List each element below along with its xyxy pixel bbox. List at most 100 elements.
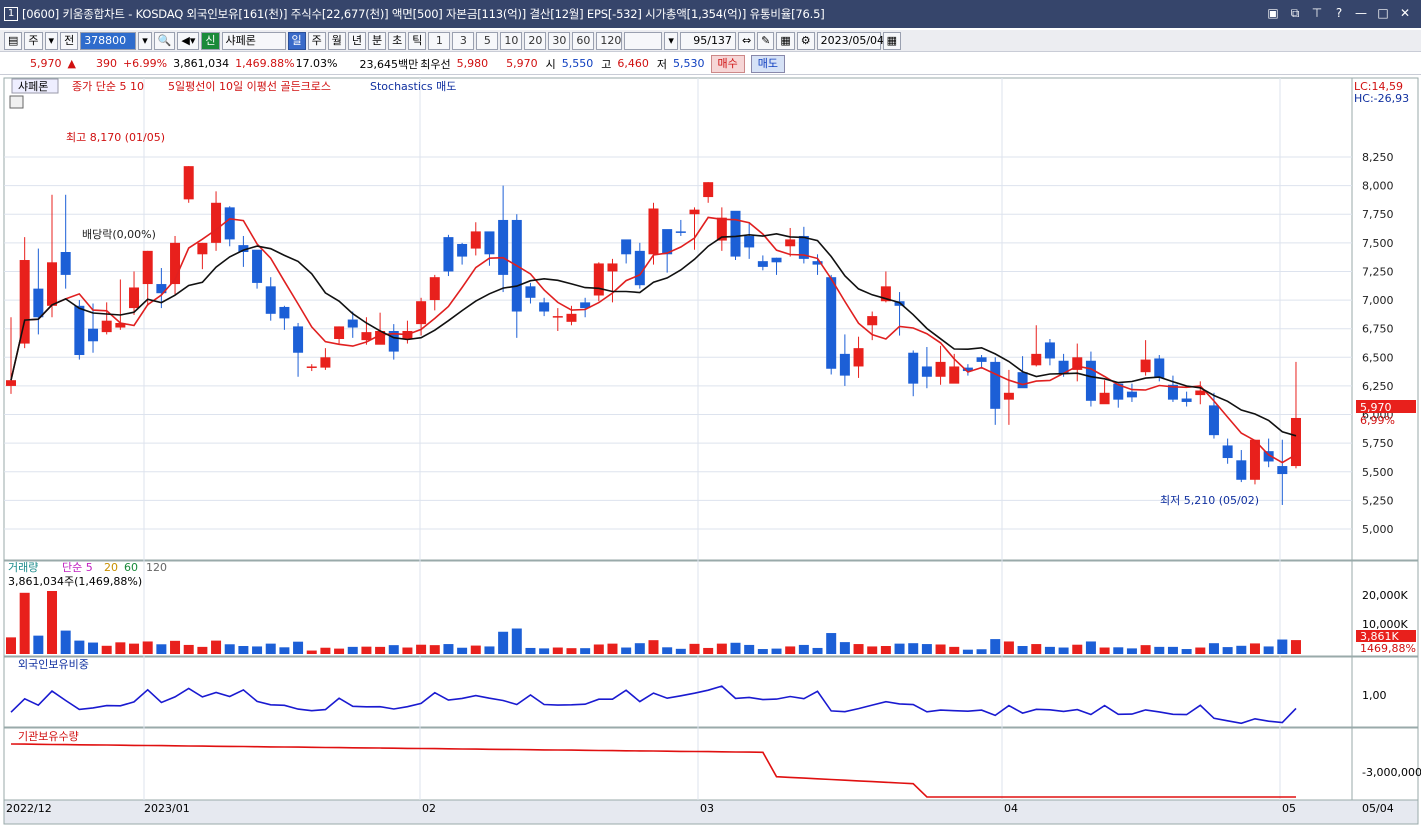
stock-code-input[interactable]: 378800 bbox=[80, 31, 137, 50]
candle-body bbox=[853, 348, 864, 367]
period-select[interactable]: 주 bbox=[24, 31, 43, 50]
volume-last: 3,861K bbox=[1360, 630, 1399, 643]
maximize-icon[interactable]: □ bbox=[1377, 6, 1389, 20]
candle-body bbox=[976, 357, 987, 362]
settings-icon[interactable]: ⚙ bbox=[796, 31, 815, 50]
candle-body bbox=[224, 207, 235, 240]
volume-bar bbox=[867, 646, 878, 654]
x-label-2023-01: 2023/01 bbox=[144, 802, 190, 815]
interval-1[interactable]: 1 bbox=[428, 31, 451, 50]
tab-tick[interactable]: 틱 bbox=[408, 31, 427, 50]
candle-body bbox=[211, 202, 222, 243]
volume-bar bbox=[1017, 646, 1028, 654]
foreign-axis bbox=[1351, 656, 1419, 728]
calendar-icon[interactable]: ▦ bbox=[882, 31, 902, 50]
volume-bar bbox=[908, 643, 919, 654]
bid-price: 5,970 bbox=[506, 57, 538, 70]
volume-bar bbox=[252, 646, 263, 654]
volume-bar bbox=[47, 591, 58, 654]
tab-month[interactable]: 월 bbox=[327, 31, 346, 50]
price-tick-label: 8,250 bbox=[1362, 151, 1394, 164]
candle-body bbox=[1058, 360, 1069, 374]
inst-panel[interactable] bbox=[3, 727, 1353, 801]
volume-bar bbox=[183, 644, 194, 654]
dropdown-icon[interactable]: ▾ bbox=[44, 31, 59, 50]
minimize-icon[interactable]: — bbox=[1355, 6, 1367, 20]
stock-name-field[interactable]: 샤페론 bbox=[221, 31, 286, 50]
inst-holdings-line bbox=[10, 743, 1296, 798]
price-tick-label: 5,250 bbox=[1362, 494, 1394, 507]
close-icon[interactable]: ✕ bbox=[1399, 6, 1411, 20]
save-icon[interactable]: ▦ bbox=[776, 31, 795, 50]
volume-bar bbox=[224, 644, 235, 654]
chart-menu-icon[interactable]: ▤ bbox=[4, 31, 23, 50]
volume-bar bbox=[1140, 645, 1151, 654]
interval-3[interactable]: 3 bbox=[452, 31, 475, 50]
tab-second[interactable]: 초 bbox=[388, 31, 407, 50]
candle-body bbox=[1222, 445, 1233, 459]
price-ticks: 8,250 8,000 7,750 7,500 7,250 7,000 6,750 6,500… bbox=[1362, 151, 1394, 536]
candle-body bbox=[498, 219, 509, 275]
buy-button[interactable]: 매수 bbox=[710, 54, 745, 73]
volume-bar bbox=[894, 643, 905, 654]
low-price: 5,530 bbox=[673, 57, 705, 70]
help-icon[interactable]: ? bbox=[1335, 6, 1343, 20]
volume-bar bbox=[812, 647, 823, 654]
interval-120[interactable]: 120 bbox=[596, 31, 623, 50]
volume-bar bbox=[334, 648, 345, 654]
volume-bar bbox=[1085, 641, 1096, 654]
candle-body bbox=[47, 262, 58, 306]
grid-toggle-icon[interactable] bbox=[9, 95, 24, 109]
tab-week[interactable]: 주 bbox=[307, 31, 326, 50]
volume-bar bbox=[798, 644, 809, 654]
prev-button[interactable]: 전 bbox=[60, 31, 79, 50]
volume-bar bbox=[402, 647, 413, 654]
volume-bar bbox=[621, 647, 632, 654]
volume-bar bbox=[306, 650, 317, 654]
restore-layout-icon[interactable]: ▣ bbox=[1267, 6, 1279, 20]
draw-icon[interactable]: ✎ bbox=[757, 31, 775, 50]
sell-button[interactable]: 매도 bbox=[750, 54, 785, 73]
tab-day[interactable]: 일 bbox=[287, 31, 306, 50]
window-controls: ▣ ⧉ ⊤ ? — □ ✕ bbox=[1265, 5, 1413, 21]
volume-bar bbox=[1154, 646, 1165, 654]
window-title: [0600] 키움종합차트 - KOSDAQ 외국인보유[161(천)] 주식수… bbox=[22, 7, 825, 21]
interval-30[interactable]: 30 bbox=[548, 31, 571, 50]
pin-icon[interactable]: ⊤ bbox=[1311, 6, 1323, 20]
volume-last-marker bbox=[1356, 630, 1416, 642]
ma5-line bbox=[10, 216, 1297, 464]
sound-icon[interactable]: ◀▾ bbox=[177, 31, 200, 50]
chart-area[interactable]: 8,250 8,000 7,750 7,500 7,250 7,000 6,750 6,500… bbox=[0, 76, 1421, 825]
volume-bar bbox=[607, 643, 618, 654]
interval-60[interactable]: 60 bbox=[572, 31, 595, 50]
custom-interval-input[interactable] bbox=[624, 31, 663, 50]
legend-name-box[interactable] bbox=[11, 78, 59, 94]
candle-body bbox=[771, 257, 782, 263]
volume-rate: 1,469.88% bbox=[235, 57, 295, 70]
volume-bar bbox=[1113, 647, 1124, 654]
candle-body bbox=[279, 306, 290, 319]
tab-minute[interactable]: 분 bbox=[368, 31, 387, 50]
open-label: 시 bbox=[545, 57, 556, 71]
volume-title: 거래량 bbox=[8, 561, 38, 574]
interval-20[interactable]: 20 bbox=[524, 31, 547, 50]
interval-5[interactable]: 5 bbox=[476, 31, 499, 50]
volume-panel[interactable] bbox=[3, 560, 1353, 657]
price-panel[interactable] bbox=[3, 77, 1353, 561]
chart-toolbar: ▤ 주 ▾ 전 378800 ▾ 🔍 ◀▾ 신 샤페론 일 주 월 년 분 초 … bbox=[0, 30, 1421, 52]
candle-body bbox=[1236, 460, 1247, 480]
search-icon[interactable]: 🔍 bbox=[153, 31, 176, 50]
tab-year[interactable]: 년 bbox=[347, 31, 367, 50]
interval-dropdown-icon[interactable]: ▾ bbox=[664, 31, 678, 50]
volume-bar bbox=[1072, 644, 1083, 654]
candle-body bbox=[1181, 398, 1192, 402]
tile-icon[interactable]: ⧉ bbox=[1290, 6, 1300, 20]
data-count[interactable]: 95/137 bbox=[679, 31, 736, 50]
code-dropdown-icon[interactable]: ▾ bbox=[138, 31, 152, 50]
interval-10[interactable]: 10 bbox=[500, 31, 523, 50]
candle-body bbox=[320, 357, 331, 368]
foreign-panel[interactable] bbox=[3, 656, 1353, 728]
candle-body bbox=[1017, 372, 1028, 389]
date-input[interactable]: 2023/05/04 bbox=[816, 31, 884, 50]
zoom-icon[interactable]: ⇔ bbox=[737, 31, 756, 50]
